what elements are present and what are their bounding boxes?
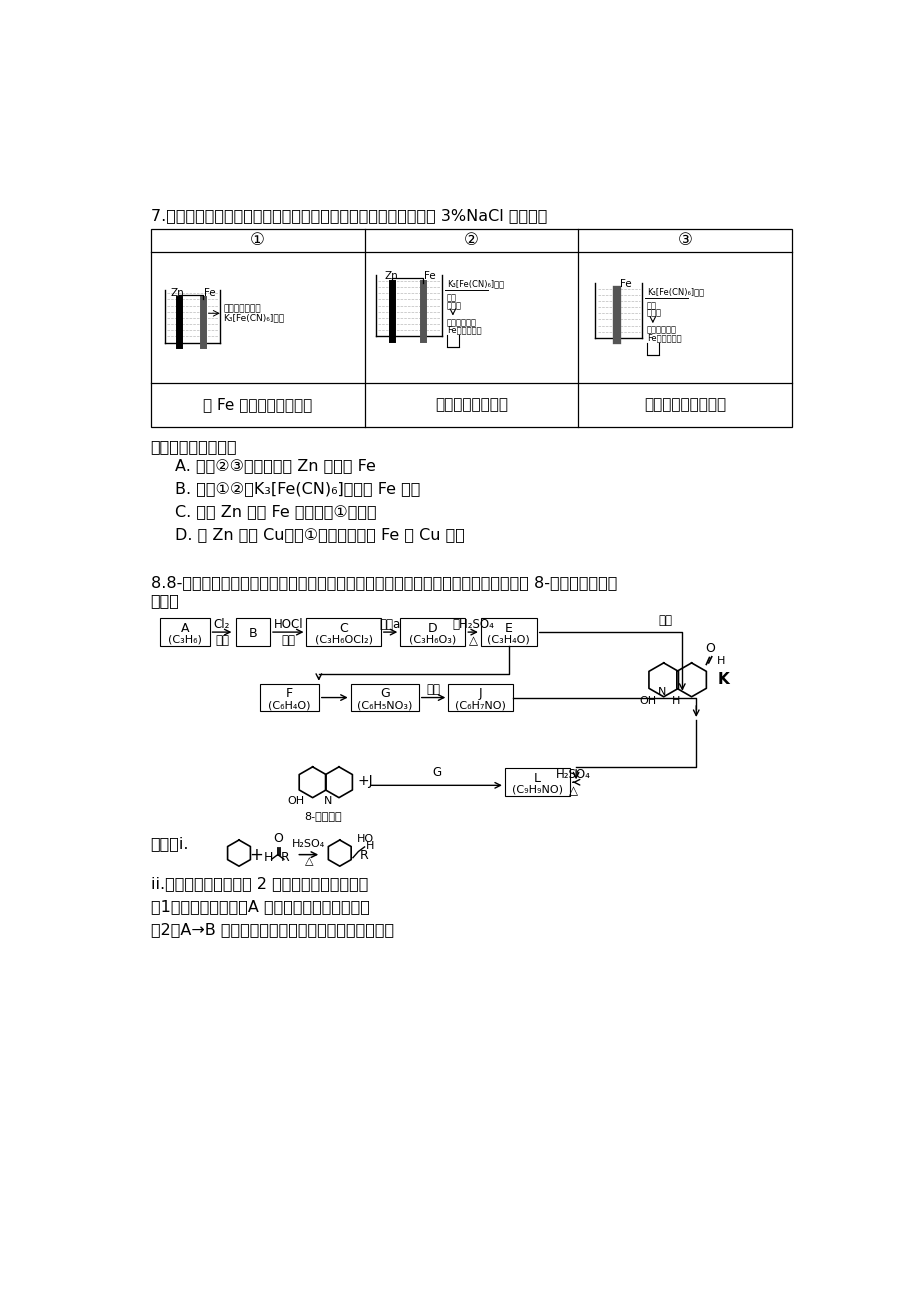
Bar [151,229,791,427]
Text: 一段: 一段 [447,293,456,302]
Text: 一段时间后滴入: 一段时间后滴入 [223,305,261,314]
Text: K₃[Fe(CN)₆]溶液: K₃[Fe(CN)₆]溶液 [646,288,703,297]
Text: 一段: 一段 [646,301,656,310]
Text: 8.8-羟基喹啉被广泛用作金属离子的络合剂和萃取剂，也是重要的医药中间体。下图是 8-羟基喹啉的合成: 8.8-羟基喹啉被广泛用作金属离子的络合剂和萃取剂，也是重要的医药中间体。下图是… [151,575,617,590]
Text: (C₃H₆O₃): (C₃H₆O₃) [409,635,456,644]
Text: O: O [705,642,714,655]
Text: 路线。: 路线。 [151,594,179,608]
Text: (C₉H₉NO): (C₉H₉NO) [511,785,562,796]
Text: 还原: 还原 [426,684,440,697]
Bar [350,684,418,711]
Text: Zn: Zn [383,271,397,281]
Text: H: H [366,841,374,852]
Text: E: E [505,622,512,635]
Text: (C₆H₄O): (C₆H₄O) [267,700,311,711]
Text: 取出的少量的: 取出的少量的 [646,326,675,335]
Bar [160,618,210,646]
Text: K₃[Fe(CN)₆]溶液: K₃[Fe(CN)₆]溶液 [447,280,504,289]
Text: 高温: 高温 [215,634,229,647]
Text: L: L [533,772,540,785]
Text: N: N [657,687,665,698]
Text: (C₆H₅NO₃): (C₆H₅NO₃) [357,700,412,711]
Text: R: R [359,849,369,862]
Text: △: △ [468,634,477,647]
Text: （1）按官能团分类，A 的类别是＿＿＿＿＿＿。: （1）按官能团分类，A 的类别是＿＿＿＿＿＿。 [151,900,369,914]
Text: ③: ③ [677,232,692,249]
Bar [260,684,319,711]
Text: （2）A→B 的化学方程式是＿＿＿＿＿＿＿＿＿＿。: （2）A→B 的化学方程式是＿＿＿＿＿＿＿＿＿＿。 [151,922,393,937]
Text: (C₆H₇NO): (C₆H₇NO) [455,700,505,711]
Bar [505,768,569,796]
Text: A. 对比②③，可以判定 Zn 保护了 Fe: A. 对比②③，可以判定 Zn 保护了 Fe [176,458,376,473]
Text: ii.同一个碳原子上连有 2 个羟基的分子不稳定。: ii.同一个碳原子上连有 2 个羟基的分子不稳定。 [151,876,368,891]
Text: 在 Fe 表面生成蓝色沉淀: 在 Fe 表面生成蓝色沉淀 [203,397,312,413]
Text: G: G [380,687,389,700]
Text: K₃[Fe(CN)₆]溶液: K₃[Fe(CN)₆]溶液 [223,314,284,323]
Text: △: △ [304,855,312,866]
Text: H₂SO₄: H₂SO₄ [292,838,325,849]
Text: 试剂a: 试剂a [380,618,401,631]
Text: 下列说法不正确的是: 下列说法不正确的是 [151,440,237,454]
Text: 时间后: 时间后 [447,301,461,310]
Text: D. 将 Zn 换成 Cu，用①的方法可判断 Fe 比 Cu 活泼: D. 将 Zn 换成 Cu，用①的方法可判断 Fe 比 Cu 活泼 [176,527,465,543]
Text: Zn: Zn [171,288,185,298]
Text: 浓H₂SO₄: 浓H₂SO₄ [451,618,494,631]
Text: 取出的少量的: 取出的少量的 [447,318,476,327]
Bar [400,618,465,646]
Text: C. 验证 Zn 保护 Fe 时不能用①的方法: C. 验证 Zn 保护 Fe 时不能用①的方法 [176,504,377,519]
Text: Fe: Fe [619,279,631,289]
Bar [306,618,380,646]
Bar [481,618,536,646]
Text: Fe: Fe [424,271,436,281]
Text: K: K [717,672,729,686]
Text: ①: ① [250,232,265,249]
Text: F: F [286,687,292,700]
Bar [448,684,513,711]
Text: 加成: 加成 [657,615,672,628]
Text: Fe: Fe [204,288,216,298]
Text: A: A [180,622,188,635]
Text: C: C [339,622,347,635]
Text: △: △ [568,784,577,797]
Text: 试管内生成蓝色沉淀: 试管内生成蓝色沉淀 [643,397,726,413]
Text: (C₃H₆OCl₂): (C₃H₆OCl₂) [314,635,372,644]
Text: 时间后: 时间后 [646,309,661,318]
Bar [235,618,269,646]
Text: H: H [671,697,679,707]
Text: 加成: 加成 [281,634,295,647]
Text: B: B [248,628,257,641]
Text: +J: +J [357,775,373,788]
Text: H₂SO₄: H₂SO₄ [555,768,590,781]
Text: ②: ② [463,232,479,249]
Text: HO: HO [357,835,373,844]
Text: Fe附近的溶液: Fe附近的溶液 [447,326,481,335]
Text: (C₃H₄O): (C₃H₄O) [487,635,529,644]
Text: J: J [479,687,482,700]
Text: G: G [432,766,441,779]
Text: H: H [716,656,724,667]
Text: N: N [323,796,332,806]
Text: 7.验证牺牲阳极的阴极保护法，实验如下（烧杯内均为经过酸化的 3%NaCl 溶液）。: 7.验证牺牲阳极的阴极保护法，实验如下（烧杯内均为经过酸化的 3%NaCl 溶液… [151,208,547,224]
Text: Fe附近的溶液: Fe附近的溶液 [646,333,681,342]
Text: B. 对比①②，K₃[Fe(CN)₆]可能将 Fe 氧化: B. 对比①②，K₃[Fe(CN)₆]可能将 Fe 氧化 [176,482,420,496]
Text: 已知：i.: 已知：i. [151,836,189,852]
Text: 试管内无明显变化: 试管内无明显变化 [435,397,507,413]
Text: R: R [281,850,289,863]
Text: H: H [264,850,273,863]
Text: 8-羟基喹啉: 8-羟基喹啉 [304,811,342,822]
Text: HOCl: HOCl [273,618,302,631]
Text: OH: OH [639,697,656,707]
Text: +: + [249,845,263,863]
Text: (C₃H₆): (C₃H₆) [167,635,201,644]
Text: Cl₂: Cl₂ [213,618,230,631]
Text: OH: OH [287,796,304,806]
Text: D: D [427,622,437,635]
Text: O: O [273,832,282,845]
